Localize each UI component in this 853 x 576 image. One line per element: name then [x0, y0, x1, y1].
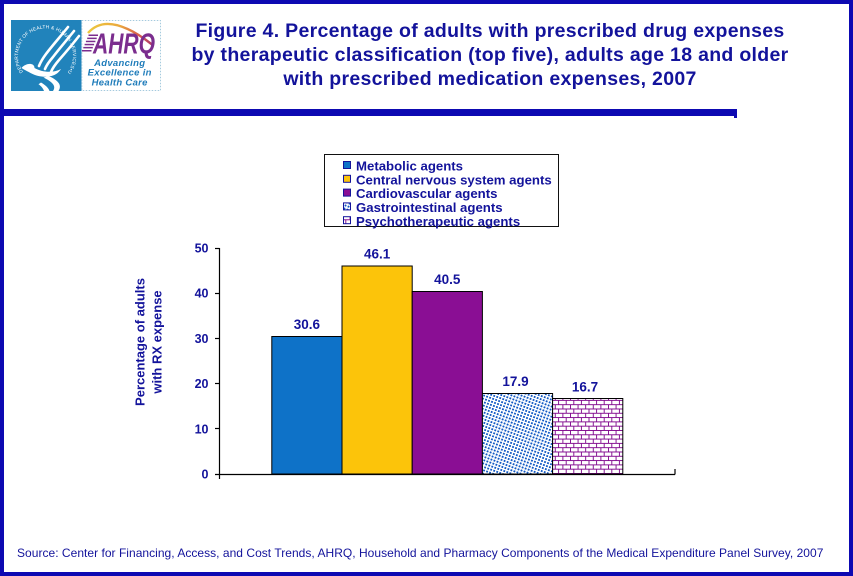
svg-text:Percentage of adults: Percentage of adults: [133, 278, 148, 406]
svg-text:Health Care: Health Care: [92, 77, 149, 88]
svg-text:40.5: 40.5: [434, 272, 461, 287]
svg-text:Metabolic agents: Metabolic agents: [356, 159, 463, 174]
svg-text:Central nervous system agents: Central nervous system agents: [356, 172, 552, 187]
svg-text:AHRQ: AHRQ: [92, 29, 155, 61]
svg-text:20: 20: [195, 377, 209, 391]
svg-text:30.6: 30.6: [294, 317, 321, 332]
svg-text:10: 10: [195, 422, 209, 436]
svg-text:30: 30: [195, 332, 209, 346]
svg-text:Advancing: Advancing: [93, 58, 145, 69]
svg-text:40: 40: [195, 287, 209, 301]
svg-text:Psychotherapeutic agents: Psychotherapeutic agents: [356, 214, 520, 229]
svg-text:Gastrointestinal agents: Gastrointestinal agents: [356, 200, 503, 215]
svg-text:50: 50: [195, 242, 209, 256]
svg-text:with RX expense: with RX expense: [150, 290, 165, 394]
svg-text:Cardiovascular agents: Cardiovascular agents: [356, 186, 497, 201]
svg-text:46.1: 46.1: [364, 246, 391, 261]
svg-text:17.9: 17.9: [502, 374, 528, 389]
svg-text:16.7: 16.7: [572, 379, 598, 394]
svg-text:Excellence in: Excellence in: [88, 68, 152, 79]
svg-text:0: 0: [202, 468, 209, 482]
